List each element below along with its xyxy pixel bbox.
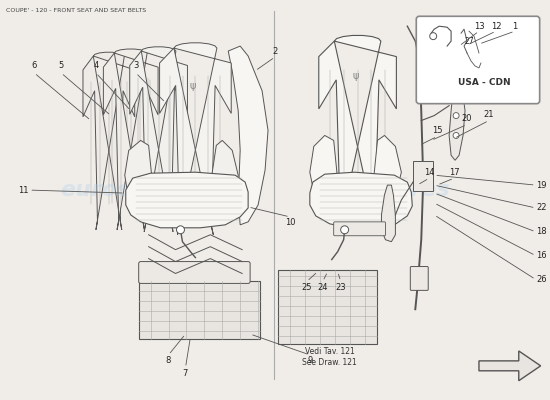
FancyBboxPatch shape xyxy=(334,222,386,236)
Text: 26: 26 xyxy=(536,275,547,284)
Circle shape xyxy=(453,113,459,118)
Polygon shape xyxy=(310,172,412,228)
Text: 9: 9 xyxy=(307,356,312,365)
Text: 13: 13 xyxy=(474,22,485,31)
Polygon shape xyxy=(210,140,238,205)
Polygon shape xyxy=(160,43,231,235)
Polygon shape xyxy=(130,47,188,232)
Text: 3: 3 xyxy=(133,62,139,70)
Text: 11: 11 xyxy=(18,186,29,194)
Circle shape xyxy=(340,226,349,234)
Text: 19: 19 xyxy=(536,181,547,190)
Polygon shape xyxy=(278,270,377,344)
Text: Vedi Tav. 121
See Draw. 121: Vedi Tav. 121 See Draw. 121 xyxy=(302,347,357,367)
Text: 22: 22 xyxy=(536,204,547,212)
Text: eurospares: eurospares xyxy=(60,180,201,200)
Text: 8: 8 xyxy=(166,356,171,365)
Text: 1: 1 xyxy=(512,22,518,31)
Text: 6: 6 xyxy=(31,62,37,70)
Text: 12: 12 xyxy=(491,22,501,31)
Text: 25: 25 xyxy=(301,283,312,292)
Circle shape xyxy=(430,33,437,40)
Polygon shape xyxy=(310,136,338,202)
Polygon shape xyxy=(103,49,158,230)
Text: 2: 2 xyxy=(272,46,278,56)
Text: 10: 10 xyxy=(285,218,295,227)
Text: 23: 23 xyxy=(336,283,346,292)
Text: 7: 7 xyxy=(183,369,188,378)
Polygon shape xyxy=(228,46,268,225)
Text: 15: 15 xyxy=(432,126,442,135)
FancyBboxPatch shape xyxy=(413,161,433,191)
Polygon shape xyxy=(126,172,248,228)
Text: 17: 17 xyxy=(449,168,459,177)
Text: 18: 18 xyxy=(536,227,547,236)
Text: ψ: ψ xyxy=(353,71,359,81)
Polygon shape xyxy=(479,351,541,381)
FancyBboxPatch shape xyxy=(139,262,250,284)
Text: 14: 14 xyxy=(424,168,434,177)
Text: 20: 20 xyxy=(462,114,472,123)
Polygon shape xyxy=(139,282,260,339)
Text: 24: 24 xyxy=(317,283,328,292)
Circle shape xyxy=(177,226,184,234)
Circle shape xyxy=(453,73,459,79)
Circle shape xyxy=(453,132,459,138)
Polygon shape xyxy=(319,36,397,235)
FancyBboxPatch shape xyxy=(416,16,540,104)
Polygon shape xyxy=(125,140,152,205)
Text: COUPE' - 120 - FRONT SEAT AND SEAT BELTS: COUPE' - 120 - FRONT SEAT AND SEAT BELTS xyxy=(7,8,146,13)
Text: 5: 5 xyxy=(58,62,64,70)
Text: USA - CDN: USA - CDN xyxy=(458,78,510,87)
Text: 4: 4 xyxy=(94,62,98,70)
Text: 27: 27 xyxy=(464,37,474,46)
Text: 16: 16 xyxy=(536,251,547,260)
Polygon shape xyxy=(382,185,395,242)
Polygon shape xyxy=(83,52,135,230)
Circle shape xyxy=(453,93,459,99)
Text: 21: 21 xyxy=(483,110,494,119)
Polygon shape xyxy=(373,136,402,202)
FancyBboxPatch shape xyxy=(410,266,428,290)
Text: ψ: ψ xyxy=(189,81,196,91)
Polygon shape xyxy=(449,61,465,160)
Text: eurospares: eurospares xyxy=(309,180,450,200)
